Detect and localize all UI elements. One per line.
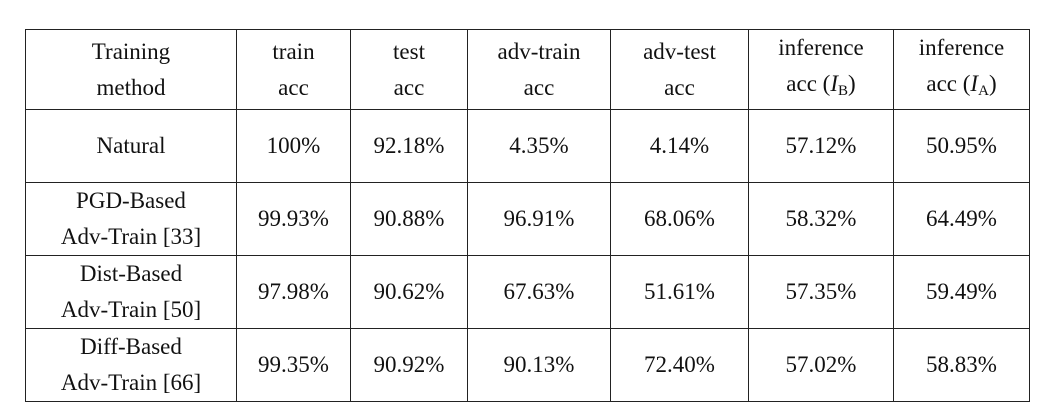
results-table: Training method train acc test acc adv-t… — [25, 29, 1030, 402]
value-cell: 50.95% — [893, 109, 1030, 183]
value-cell: 67.63% — [467, 255, 611, 329]
method-cell: PGD-Based Adv-Train [33] — [25, 182, 237, 256]
value-cell: 4.35% — [467, 109, 611, 183]
value-cell: 51.61% — [610, 255, 749, 329]
method-line: Adv-Train [33] — [60, 224, 202, 249]
header-line: acc — [278, 74, 309, 100]
math-symbol: I — [830, 71, 839, 96]
header-line: acc — [393, 74, 425, 100]
table-body: Natural 100% 92.18% 4.35% 4.14% 57.12% 5… — [25, 109, 1030, 402]
math-subscript: A — [978, 83, 989, 99]
header-row: Training method train acc test acc adv-t… — [25, 29, 1030, 110]
table-row: Natural 100% 92.18% 4.35% 4.14% 57.12% 5… — [25, 109, 1030, 183]
value-cell: 58.83% — [893, 328, 1030, 402]
value-cell: 97.98% — [236, 255, 351, 329]
value-cell: 100% — [236, 109, 351, 183]
header-line: acc — [523, 74, 555, 100]
table-row: PGD-Based Adv-Train [33] 99.93% 90.88% 9… — [25, 182, 1030, 256]
value-cell: 90.62% — [350, 255, 468, 329]
header-line: inference — [918, 35, 1005, 60]
table-row: Dist-Based Adv-Train [50] 97.98% 90.62% … — [25, 255, 1030, 329]
header-line: inference — [778, 35, 864, 60]
value-cell: 4.14% — [610, 109, 749, 183]
header-training-method: Training method — [25, 29, 237, 110]
header-line-math: acc (IB) — [753, 66, 889, 109]
method-line: Natural — [96, 133, 166, 158]
method-line: Dist-Based — [79, 261, 183, 286]
header-line: adv-test — [643, 38, 716, 64]
value-cell: 96.91% — [467, 182, 611, 256]
header-inference-acc-ib: inference acc (IB) — [748, 29, 894, 110]
table-row: Diff-Based Adv-Train [66] 99.35% 90.92% … — [25, 328, 1030, 402]
header-inference-acc-ia: inference acc (IA) — [893, 29, 1030, 110]
header-line: method — [96, 74, 166, 100]
method-cell: Diff-Based Adv-Train [66] — [25, 328, 237, 402]
value-cell: 68.06% — [610, 182, 749, 256]
value-cell: 99.93% — [236, 182, 351, 256]
header-line: adv-train — [497, 38, 581, 64]
header-adv-test-acc: adv-test acc — [610, 29, 749, 110]
header-suffix: ) — [988, 71, 997, 96]
value-cell: 72.40% — [610, 328, 749, 402]
method-line: Adv-Train [66] — [60, 370, 202, 395]
header-line: test — [393, 38, 425, 64]
header-line: train — [272, 38, 315, 64]
header-train-acc: train acc — [236, 29, 351, 110]
method-cell: Dist-Based Adv-Train [50] — [25, 255, 237, 329]
header-test-acc: test acc — [350, 29, 468, 110]
value-cell: 92.18% — [350, 109, 468, 183]
value-cell: 99.35% — [236, 328, 351, 402]
header-line-math: acc (IA) — [898, 66, 1025, 109]
method-line: Adv-Train [50] — [60, 297, 202, 322]
math-symbol: I — [970, 71, 979, 96]
header-prefix: acc ( — [926, 71, 971, 96]
method-cell: Natural — [25, 109, 237, 183]
value-cell: 57.12% — [748, 109, 894, 183]
math-subscript: B — [838, 83, 849, 99]
header-suffix: ) — [848, 71, 856, 96]
header-prefix: acc ( — [786, 71, 831, 96]
method-line: Diff-Based — [80, 334, 182, 359]
header-line: acc — [664, 74, 695, 100]
header-line: Training — [91, 38, 171, 64]
value-cell: 64.49% — [893, 182, 1030, 256]
value-cell: 58.32% — [748, 182, 894, 256]
value-cell: 57.02% — [748, 328, 894, 402]
method-line: PGD-Based — [76, 188, 186, 213]
value-cell: 59.49% — [893, 255, 1030, 329]
value-cell: 90.92% — [350, 328, 468, 402]
value-cell: 90.13% — [467, 328, 611, 402]
value-cell: 57.35% — [748, 255, 894, 329]
value-cell: 90.88% — [350, 182, 468, 256]
header-adv-train-acc: adv-train acc — [467, 29, 611, 110]
